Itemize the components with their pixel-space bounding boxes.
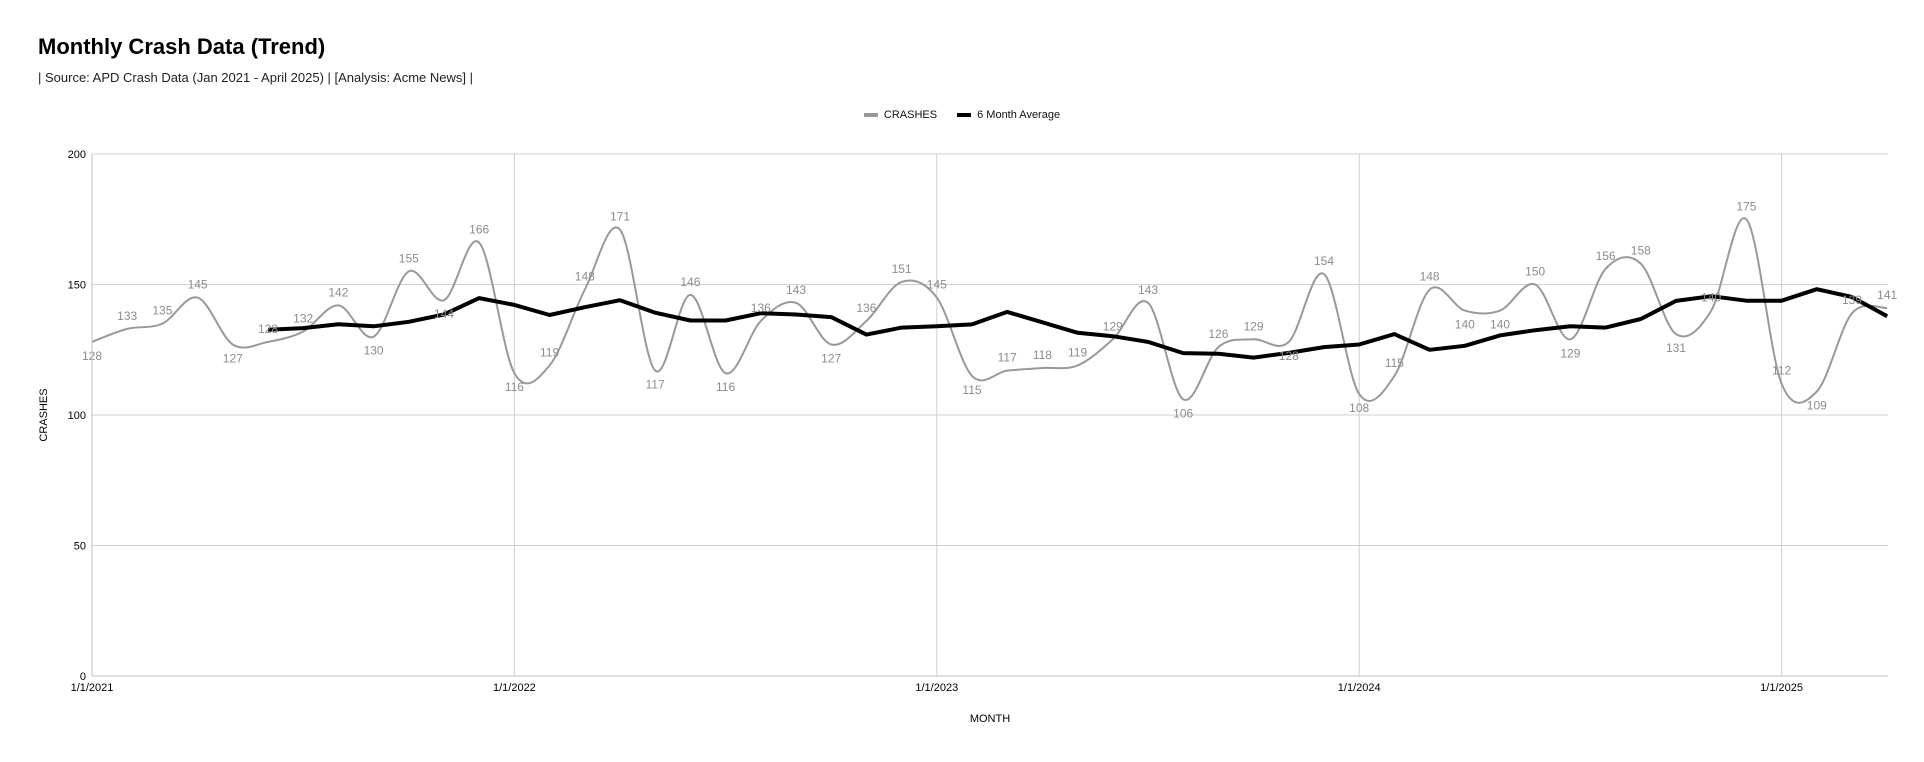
chart-title: Monthly Crash Data (Trend) bbox=[38, 34, 326, 59]
data-label-crashes: 130 bbox=[364, 344, 384, 358]
data-label-crashes: 117 bbox=[998, 351, 1017, 365]
y-axis-title: CRASHES bbox=[38, 388, 50, 441]
data-label-crashes: 129 bbox=[1103, 319, 1123, 333]
data-label-crashes: 128 bbox=[1279, 349, 1299, 363]
data-label-crashes: 119 bbox=[1068, 345, 1087, 359]
data-label-crashes: 140 bbox=[1701, 291, 1721, 305]
legend-swatch-crashes bbox=[863, 113, 878, 117]
series-line-crashes bbox=[91, 217, 1888, 404]
data-label-crashes: 136 bbox=[751, 301, 771, 315]
y-tick-label: 0 bbox=[80, 671, 86, 683]
data-label-crashes: 129 bbox=[1560, 346, 1580, 360]
data-label-crashes: 108 bbox=[1349, 401, 1369, 415]
data-label-crashes: 143 bbox=[1138, 283, 1158, 297]
data-label-crashes: 126 bbox=[1208, 327, 1228, 341]
x-tick-label: 1/1/2022 bbox=[493, 682, 536, 694]
data-label-crashes: 135 bbox=[152, 304, 172, 318]
data-label-crashes: 106 bbox=[1173, 406, 1193, 420]
data-label-crashes: 117 bbox=[646, 378, 665, 392]
legend-swatch-average bbox=[957, 113, 972, 117]
legend-item-average: 6 Month Average bbox=[957, 109, 1060, 121]
data-label-crashes: 132 bbox=[293, 311, 313, 325]
data-label-crashes: 144 bbox=[434, 307, 454, 321]
chart-subtitle: | Source: APD Crash Data (Jan 2021 - Apr… bbox=[38, 70, 473, 85]
data-label-crashes: 154 bbox=[1314, 254, 1334, 268]
data-label-crashes: 140 bbox=[1490, 318, 1510, 332]
legend-item-crashes: CRASHES bbox=[863, 109, 938, 121]
legend-label-average: 6 Month Average bbox=[977, 109, 1061, 121]
data-label-crashes: 131 bbox=[1666, 341, 1686, 355]
data-label-crashes: 118 bbox=[1033, 348, 1052, 362]
series-line-6-month-average bbox=[267, 287, 1889, 360]
data-label-crashes: 115 bbox=[1385, 356, 1404, 370]
data-label-crashes: 145 bbox=[188, 278, 208, 292]
series-layer bbox=[91, 217, 1889, 404]
data-label-crashes: 156 bbox=[1596, 249, 1616, 263]
grid-layer bbox=[92, 153, 1888, 676]
data-label-crashes: 127 bbox=[223, 352, 243, 366]
data-label-crashes: 155 bbox=[399, 251, 419, 265]
legend-label-crashes: CRASHES bbox=[883, 109, 938, 121]
data-label-crashes: 116 bbox=[716, 380, 735, 394]
axis-layer: 0 50 100 150 200 1/1/2021 1/1/2022 1/1/2023 1/1/… bbox=[38, 149, 1888, 725]
data-label-crashes: 150 bbox=[1525, 265, 1545, 279]
data-label-layer: 128 133 135 145 127 128 132 142 130 155 144 166 116 1… bbox=[82, 199, 1898, 420]
x-tick-label: 1/1/2023 bbox=[915, 682, 958, 694]
data-label-crashes: 119 bbox=[540, 345, 559, 359]
x-tick-label: 1/1/2024 bbox=[1338, 682, 1381, 694]
data-label-crashes: 128 bbox=[258, 322, 278, 336]
data-label-crashes: 148 bbox=[575, 270, 595, 284]
data-label-crashes: 166 bbox=[469, 223, 489, 237]
legend: CRASHES 6 Month Average bbox=[0, 109, 1924, 121]
y-tick-label: 100 bbox=[68, 410, 86, 422]
data-label-crashes: 145 bbox=[927, 278, 947, 292]
data-label-crashes: 146 bbox=[680, 275, 700, 289]
data-label-crashes: 140 bbox=[1455, 318, 1475, 332]
data-label-crashes: 116 bbox=[505, 380, 524, 394]
data-label-crashes: 142 bbox=[328, 285, 348, 299]
data-label-crashes: 109 bbox=[1807, 399, 1827, 413]
x-tick-label: 1/1/2021 bbox=[71, 682, 114, 694]
data-label-crashes: 141 bbox=[1877, 288, 1897, 302]
data-label-crashes: 175 bbox=[1736, 199, 1756, 213]
data-label-crashes: 143 bbox=[786, 283, 806, 297]
data-label-crashes: 136 bbox=[856, 301, 876, 315]
data-label-crashes: 158 bbox=[1631, 244, 1651, 258]
data-label-crashes: 133 bbox=[117, 309, 137, 323]
data-label-crashes: 148 bbox=[1420, 270, 1440, 284]
data-label-crashes: 127 bbox=[821, 352, 841, 366]
y-tick-label: 50 bbox=[74, 541, 86, 553]
data-label-crashes: 129 bbox=[1244, 319, 1264, 333]
x-tick-label: 1/1/2025 bbox=[1760, 682, 1803, 694]
data-label-crashes: 139 bbox=[1842, 293, 1862, 307]
data-label-crashes: 171 bbox=[610, 210, 630, 224]
data-label-crashes: 112 bbox=[1772, 364, 1791, 378]
data-label-crashes: 151 bbox=[892, 262, 912, 276]
y-tick-label: 200 bbox=[68, 149, 86, 161]
data-label-crashes: 115 bbox=[962, 383, 981, 397]
x-axis-title: MONTH bbox=[970, 713, 1010, 725]
y-tick-label: 150 bbox=[68, 280, 86, 292]
